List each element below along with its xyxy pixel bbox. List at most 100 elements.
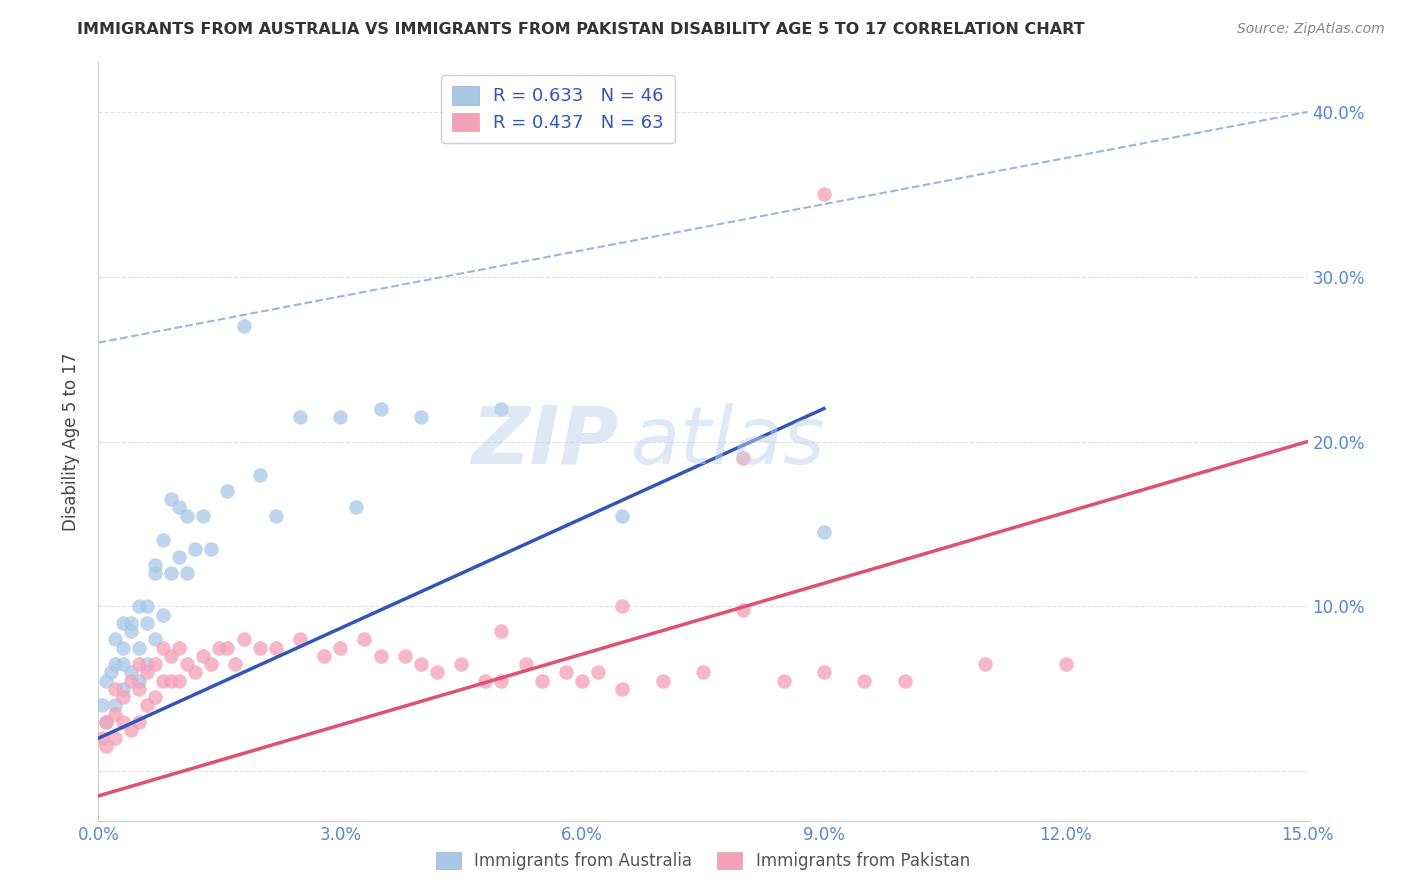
- Point: [249, 640, 271, 655]
- Point: [96, 714, 118, 729]
- Point: [103, 706, 125, 721]
- Point: [232, 319, 254, 334]
- Point: [224, 657, 246, 671]
- Point: [103, 657, 125, 671]
- Point: [394, 648, 416, 663]
- Point: [193, 648, 215, 663]
- Point: [813, 665, 835, 680]
- Point: [111, 615, 134, 630]
- Point: [249, 467, 271, 482]
- Point: [491, 673, 513, 688]
- Point: [426, 665, 449, 680]
- Point: [184, 541, 207, 556]
- Text: ZIP: ZIP: [471, 402, 619, 481]
- Point: [96, 673, 118, 688]
- Point: [143, 566, 166, 581]
- Point: [450, 657, 472, 671]
- Point: [264, 640, 287, 655]
- Point: [772, 673, 794, 688]
- Point: [264, 508, 287, 523]
- Point: [103, 632, 125, 647]
- Point: [167, 549, 190, 564]
- Point: [160, 648, 183, 663]
- Point: [96, 739, 118, 754]
- Point: [474, 673, 496, 688]
- Point: [409, 409, 432, 424]
- Point: [612, 681, 634, 696]
- Point: [176, 566, 198, 581]
- Point: [111, 681, 134, 696]
- Point: [167, 640, 190, 655]
- Point: [1054, 657, 1077, 671]
- Point: [128, 599, 150, 614]
- Point: [571, 673, 593, 688]
- Point: [314, 648, 336, 663]
- Point: [100, 665, 122, 680]
- Point: [232, 632, 254, 647]
- Point: [217, 483, 239, 498]
- Point: [120, 615, 142, 630]
- Point: [329, 640, 352, 655]
- Point: [813, 525, 835, 540]
- Point: [120, 723, 142, 737]
- Point: [555, 665, 578, 680]
- Point: [152, 607, 174, 622]
- Point: [586, 665, 609, 680]
- Point: [128, 673, 150, 688]
- Point: [91, 731, 114, 746]
- Point: [288, 632, 311, 647]
- Point: [120, 665, 142, 680]
- Point: [135, 665, 157, 680]
- Point: [143, 558, 166, 573]
- Point: [152, 673, 174, 688]
- Text: Source: ZipAtlas.com: Source: ZipAtlas.com: [1237, 22, 1385, 37]
- Text: IMMIGRANTS FROM AUSTRALIA VS IMMIGRANTS FROM PAKISTAN DISABILITY AGE 5 TO 17 COR: IMMIGRANTS FROM AUSTRALIA VS IMMIGRANTS …: [77, 22, 1085, 37]
- Y-axis label: Disability Age 5 to 17: Disability Age 5 to 17: [62, 352, 80, 531]
- Point: [167, 500, 190, 515]
- Point: [128, 640, 150, 655]
- Point: [491, 401, 513, 416]
- Point: [200, 657, 222, 671]
- Point: [370, 648, 392, 663]
- Point: [143, 690, 166, 704]
- Point: [135, 599, 157, 614]
- Point: [733, 450, 755, 465]
- Point: [176, 657, 198, 671]
- Point: [135, 615, 157, 630]
- Point: [515, 657, 537, 671]
- Point: [152, 533, 174, 548]
- Point: [288, 409, 311, 424]
- Point: [128, 657, 150, 671]
- Point: [692, 665, 714, 680]
- Point: [974, 657, 997, 671]
- Point: [103, 681, 125, 696]
- Point: [370, 401, 392, 416]
- Point: [853, 673, 876, 688]
- Point: [217, 640, 239, 655]
- Legend: Immigrants from Australia, Immigrants from Pakistan: Immigrants from Australia, Immigrants fr…: [429, 845, 977, 877]
- Point: [103, 731, 125, 746]
- Point: [111, 640, 134, 655]
- Point: [120, 673, 142, 688]
- Point: [344, 500, 367, 515]
- Text: atlas: atlas: [630, 402, 825, 481]
- Point: [167, 673, 190, 688]
- Point: [651, 673, 673, 688]
- Point: [103, 698, 125, 713]
- Point: [530, 673, 553, 688]
- Point: [111, 714, 134, 729]
- Point: [152, 640, 174, 655]
- Point: [111, 690, 134, 704]
- Point: [612, 599, 634, 614]
- Point: [96, 714, 118, 729]
- Point: [91, 698, 114, 713]
- Legend: R = 0.633   N = 46, R = 0.437   N = 63: R = 0.633 N = 46, R = 0.437 N = 63: [441, 75, 675, 143]
- Point: [208, 640, 231, 655]
- Point: [184, 665, 207, 680]
- Point: [329, 409, 352, 424]
- Point: [893, 673, 915, 688]
- Point: [128, 681, 150, 696]
- Point: [135, 657, 157, 671]
- Point: [143, 632, 166, 647]
- Point: [491, 624, 513, 639]
